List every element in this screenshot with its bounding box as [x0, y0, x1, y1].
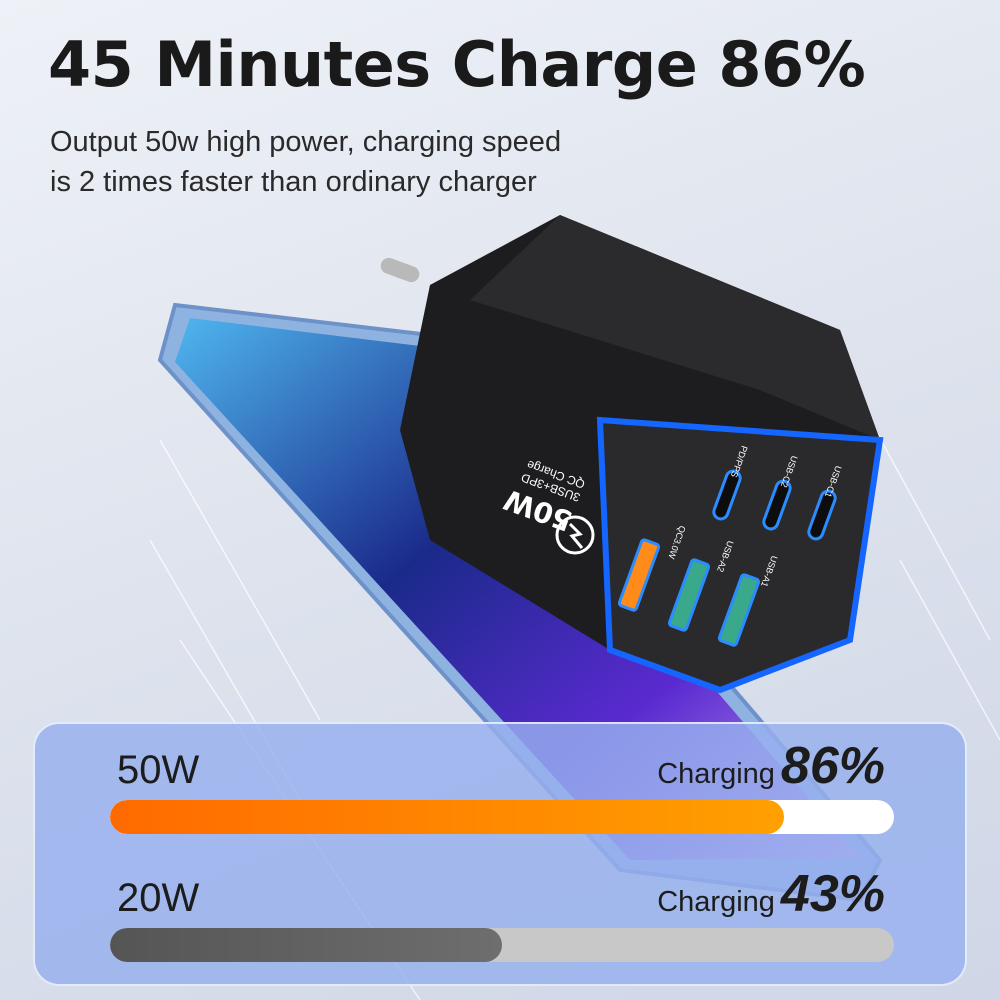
subtitle-line: Output 50w high power, charging speed: [50, 126, 562, 158]
lightning-bolt-icon: [568, 522, 584, 549]
progress-fill: [110, 800, 785, 834]
lightning-logo-icon: [555, 515, 595, 555]
headline: 45 Minutes Charge 86%: [48, 28, 866, 101]
charging-comparison-panel: 50W Charging 86% 20W Charging 43%: [33, 722, 967, 986]
wattage-label: 20W: [117, 876, 200, 920]
subtitle: Output 50w high power, charging speed is…: [50, 122, 561, 202]
charging-label: Charging: [657, 758, 775, 790]
charging-readout: Charging 86%: [657, 736, 885, 796]
progress-bar-20w: [110, 928, 894, 962]
charging-label: Charging: [657, 886, 775, 918]
progress-bar-50w: [110, 800, 894, 834]
subtitle-line: is 2 times faster than ordinary charger: [50, 166, 537, 198]
charging-percent: 86%: [780, 737, 885, 795]
wall-charger: PD/PPS USB-C2 USB-C1 QC3.0W USB-A2 USB-A…: [380, 215, 884, 694]
wattage-label: 50W: [117, 748, 200, 792]
progress-fill: [110, 928, 502, 962]
charging-readout: Charging 43%: [657, 864, 885, 924]
charging-percent: 43%: [780, 865, 885, 923]
